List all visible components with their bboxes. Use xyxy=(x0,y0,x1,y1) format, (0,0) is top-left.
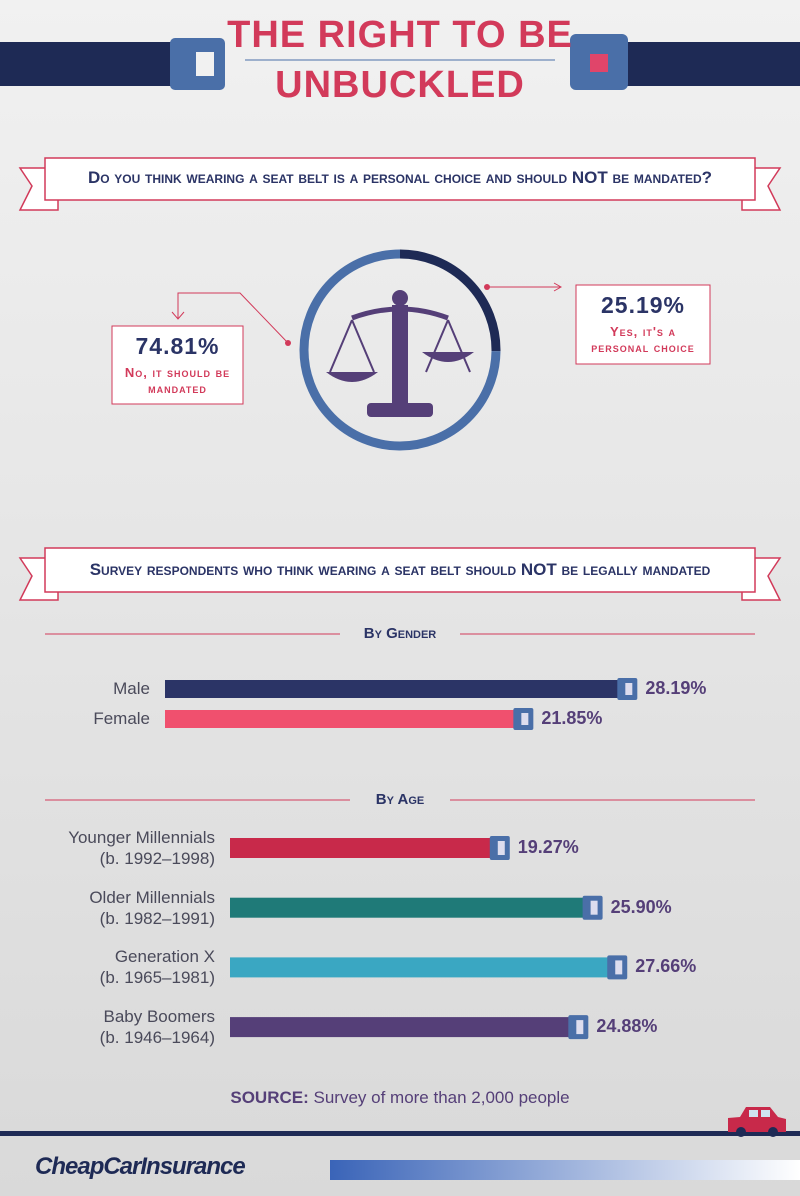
value-label: 24.88% xyxy=(596,1016,658,1037)
callout-dot xyxy=(484,284,490,290)
callout-dot xyxy=(285,340,291,346)
donut-segment xyxy=(399,249,501,352)
value-label: 25.19% xyxy=(600,292,685,318)
value-label: 25.90% xyxy=(610,896,672,917)
chart-title: By Gender xyxy=(363,625,437,642)
donut-segment xyxy=(299,249,501,451)
car-icon xyxy=(728,1107,786,1137)
logo: CheapCarInsurance xyxy=(35,1153,246,1180)
question-banner xyxy=(18,157,782,211)
category-label: Yes, it's a personal choice xyxy=(591,324,695,355)
value-label: 19.27% xyxy=(517,837,579,857)
callout-box xyxy=(111,325,244,405)
category-line: (b. 1946–1964) xyxy=(99,1028,215,1048)
belt-left xyxy=(0,42,185,86)
category-label: Baby Boomers (b. 1946–1964) xyxy=(100,1006,215,1048)
buckle-slot xyxy=(521,713,529,725)
logo-band xyxy=(330,1160,800,1180)
category-label: Male xyxy=(113,679,150,698)
value-label: 21.85% xyxy=(541,708,603,728)
bar xyxy=(165,680,628,698)
category-label: Younger Millennials (b. 1992–1998) xyxy=(68,827,215,869)
bar xyxy=(230,838,500,858)
category-line: (b. 1965–1981) xyxy=(99,968,215,988)
category-label: Female xyxy=(93,709,150,728)
callout-box xyxy=(575,284,711,365)
chart-title: By Age xyxy=(375,791,425,808)
category-label: Older Millennials (b. 1982–1991) xyxy=(89,887,215,929)
buckle-slot xyxy=(590,900,598,915)
section-banner xyxy=(18,547,782,601)
bar xyxy=(165,710,524,728)
buckle-slot xyxy=(625,683,633,695)
buckle-slot xyxy=(196,52,214,76)
callout-lines xyxy=(171,282,563,344)
road xyxy=(0,1131,800,1136)
source: SOURCE: Survey of more than 2,000 people xyxy=(0,1088,800,1108)
value-label: 27.66% xyxy=(635,956,697,977)
category-line: Generation X xyxy=(114,947,215,967)
category-line: (b. 1992–1998) xyxy=(99,849,215,868)
bar xyxy=(230,1017,579,1038)
buckle-slot xyxy=(576,1020,584,1035)
bar xyxy=(230,897,593,918)
buckle-slot xyxy=(615,960,623,975)
source-label: SOURCE: xyxy=(230,1088,309,1107)
category-line: Younger Millennials xyxy=(68,828,215,847)
value-label: 28.19% xyxy=(645,678,707,698)
buckle-button xyxy=(590,54,608,72)
belt-right xyxy=(620,42,800,86)
category-line: Baby Boomers xyxy=(103,1007,216,1027)
category-line: (b. 1982–1991) xyxy=(99,908,215,928)
value-label: 74.81% xyxy=(135,333,220,359)
category-line: Older Millennials xyxy=(89,887,215,907)
title: UNBUCKLED xyxy=(275,64,525,106)
category-label: No, it should be mandated xyxy=(124,365,231,396)
buckle-slot xyxy=(497,841,505,855)
question: Do you think wearing a seat belt is a pe… xyxy=(87,168,713,187)
scale-icon xyxy=(326,290,474,417)
title: THE RIGHT TO BE xyxy=(227,14,573,56)
bar xyxy=(230,957,618,978)
category-label: Generation X (b. 1965–1981) xyxy=(100,946,215,988)
section-heading: Survey respondents who think wearing a s… xyxy=(89,560,711,579)
source-text: Survey of more than 2,000 people xyxy=(313,1088,570,1107)
